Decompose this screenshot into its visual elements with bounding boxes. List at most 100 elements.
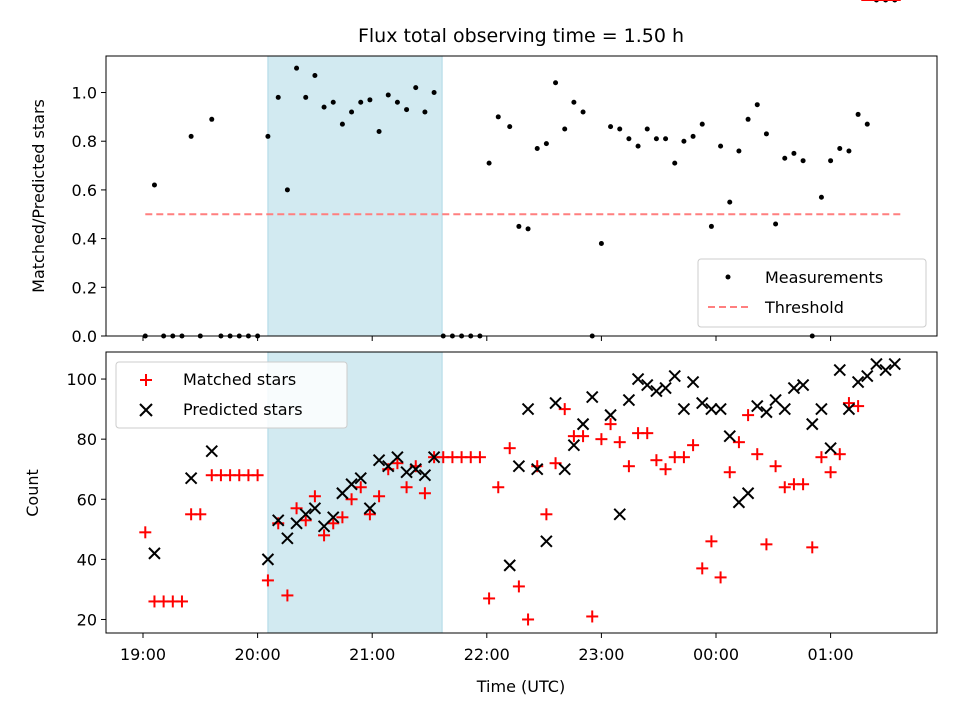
matched-star-point	[318, 529, 331, 542]
measurement-point	[736, 148, 742, 154]
bottom-axes-frame	[105, 351, 938, 634]
measurement-point	[782, 155, 788, 161]
predicted-star-point	[427, 450, 441, 464]
predicted-star-point	[576, 417, 590, 431]
bottom-y-tick-label: 100	[66, 370, 97, 389]
x-axis-label: Time (UTC)	[476, 677, 565, 696]
predicted-star-point	[503, 559, 516, 572]
measurement-point	[681, 138, 687, 144]
predicted-star-point	[372, 453, 386, 467]
measurement-point	[571, 99, 577, 105]
measurement-point	[745, 116, 751, 122]
predicted-star-point	[842, 402, 856, 416]
predicted-star-point	[705, 402, 718, 416]
matched-star-point	[391, 457, 404, 470]
predicted-star-point	[521, 402, 535, 416]
measurement-point	[763, 131, 769, 137]
top-y-tick-label: 0.0	[72, 327, 97, 346]
measurement-point	[718, 143, 724, 149]
predicted-star-point	[512, 459, 526, 473]
measurement-point	[580, 109, 586, 115]
bottom-y-axis-label: Count	[23, 469, 42, 517]
predicted-star-point	[677, 402, 691, 416]
chart-title: Flux total observing time = 1.50 h	[358, 25, 684, 47]
measurement-point	[653, 136, 659, 142]
matched-star-point	[354, 481, 367, 494]
predicted-star-point	[354, 472, 367, 485]
matched-star-point	[595, 433, 608, 446]
predicted-star-point	[751, 399, 764, 413]
measurement-point	[358, 99, 364, 105]
matched-star-point	[797, 478, 810, 491]
predicted-star-point	[668, 369, 681, 383]
measurement-point	[265, 133, 271, 139]
measurement-point	[608, 124, 614, 130]
measurement-point	[404, 107, 410, 113]
predicted-star-point	[308, 502, 322, 515]
predicted-star-point	[741, 487, 755, 500]
predicted-star-point	[184, 472, 198, 485]
matched-star-point	[696, 562, 709, 575]
predicted-star-point	[686, 375, 700, 389]
predicted-star-point	[400, 466, 413, 479]
measurement-point	[534, 146, 540, 152]
measurement-point	[626, 136, 632, 142]
predicted-star-point	[861, 369, 874, 383]
measurement-point	[151, 182, 157, 188]
bottom-y-tick-label: 20	[77, 610, 97, 629]
matched-star-point	[769, 460, 782, 473]
matched-star-point	[622, 460, 635, 473]
matched-legend-marker	[140, 374, 152, 386]
predicted-star-point	[391, 450, 404, 464]
measurement-point	[800, 158, 806, 164]
measurement-point	[708, 223, 714, 229]
matched-star-point	[760, 538, 773, 551]
predicted-star-point	[549, 396, 562, 410]
top-y-tick-label: 0.4	[72, 230, 97, 249]
predicted-star-point	[558, 463, 571, 476]
matched-star-point	[139, 526, 152, 539]
matched-star-point	[175, 595, 188, 608]
predicted-star-point	[586, 390, 599, 404]
measurement-point	[837, 146, 843, 152]
measurement-point	[864, 121, 870, 127]
predicted-star-point	[613, 508, 626, 521]
predicted-star-point	[299, 508, 312, 521]
matched-star-point	[659, 463, 672, 476]
measurement-point	[275, 94, 281, 100]
measurement-point	[855, 111, 861, 117]
measurement-point	[330, 99, 336, 105]
measurement-point	[516, 223, 522, 229]
matched-star-point	[824, 466, 837, 479]
matched-star-point	[677, 451, 690, 464]
matched-star-point	[483, 592, 496, 605]
top-y-tick-label: 0.6	[72, 181, 97, 200]
matched-star-point	[742, 409, 755, 422]
predicted-star-point	[641, 378, 654, 392]
matched-star-point	[400, 481, 413, 494]
top-y-axis-label: Matched/Predicted stars	[29, 99, 48, 293]
top-legend-box	[697, 258, 927, 328]
predicted-star-point	[714, 402, 727, 416]
predicted-star-point	[659, 381, 672, 395]
predicted-star-point	[879, 363, 892, 377]
bottom-x-tick-label: 22:00	[464, 645, 510, 664]
measurement-point	[690, 133, 696, 139]
measurement-point	[394, 99, 400, 105]
predicted-star-point	[696, 396, 709, 410]
measurement-point	[635, 143, 641, 149]
predicted-legend-marker	[139, 403, 153, 417]
measurement-point	[495, 114, 501, 120]
predicted-star-point	[723, 429, 736, 443]
predicted-legend-label: Predicted stars	[183, 400, 303, 419]
matched-star-point	[194, 508, 207, 521]
matched-star-point	[558, 403, 571, 416]
matched-star-point	[806, 541, 819, 554]
matched-legend-label: Matched stars	[183, 370, 296, 389]
predicted-star-point	[787, 381, 801, 395]
predicted-star-point	[261, 553, 275, 566]
matched-star-point	[503, 442, 516, 455]
measurement-point	[431, 90, 437, 96]
matched-star-point	[290, 502, 303, 515]
matched-star-point	[586, 610, 599, 623]
